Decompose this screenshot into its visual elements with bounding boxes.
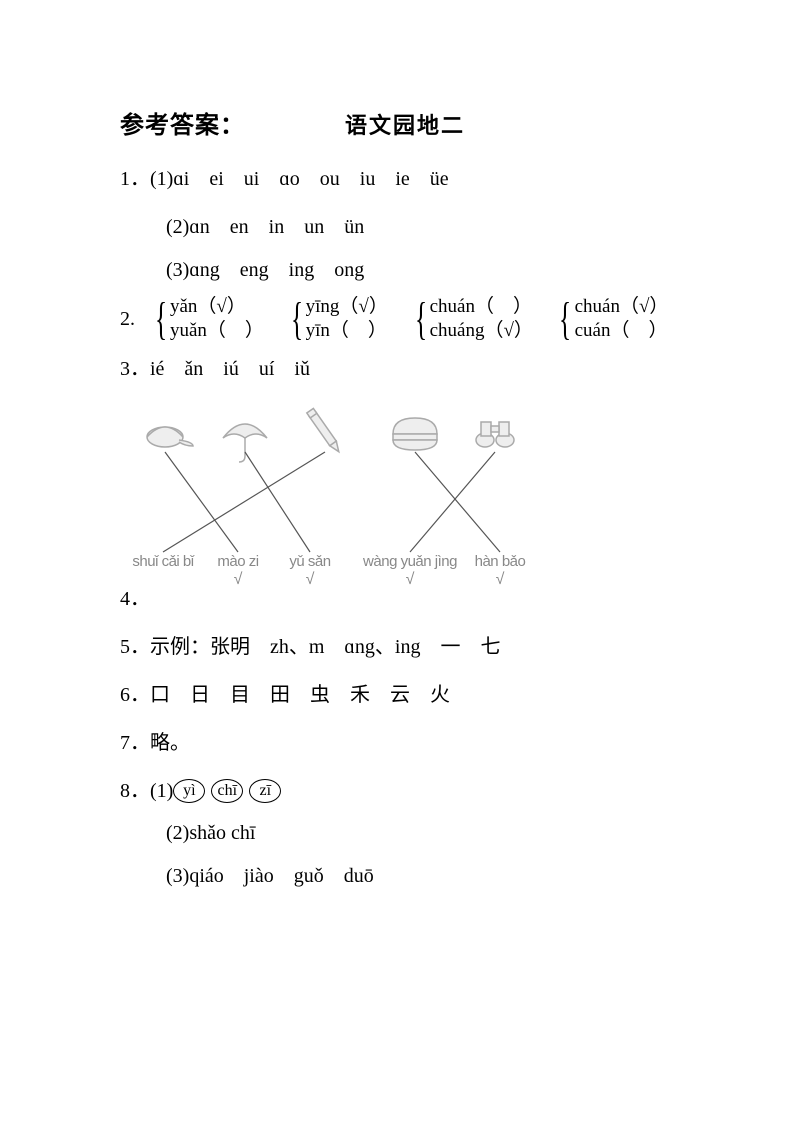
- page: 参考答案： 语文园地二 1．(1)ɑi ei ui ɑo ou iu ie üe…: [0, 0, 800, 888]
- svg-text:√: √: [234, 571, 243, 588]
- q4-labels: shuǐ cǎi bǐ mào zi yǔ sǎn wàng yuǎn jìng hàn…: [132, 553, 525, 570]
- svg-text:shuǐ cǎi bǐ: shuǐ cǎi bǐ: [132, 553, 194, 570]
- binoculars-icon: [476, 422, 514, 447]
- q5-text: 示例：张明 zh、m ɑng、ing 一 七: [150, 636, 500, 658]
- header: 参考答案： 语文园地二: [120, 105, 690, 140]
- q8-num: 8．: [120, 774, 150, 808]
- q2-3-bot: cuán（ ）: [575, 320, 668, 342]
- q2-pair-2: { chuán（ ） chuáng（√）: [410, 296, 533, 342]
- q4-num: 4．: [120, 582, 150, 616]
- brace-icon: {: [155, 296, 167, 342]
- q5-line: 5．示例：张明 zh、m ɑng、ing 一 七: [120, 630, 690, 664]
- svg-text:yǔ sǎn: yǔ sǎn: [289, 553, 330, 570]
- cap-icon: [147, 427, 193, 447]
- q2-2-top: chuán（ ）: [430, 296, 533, 318]
- q1-a: (1)ɑi ei ui ɑo ou iu ie üe: [150, 168, 449, 190]
- svg-text:wàng yuǎn jìng: wàng yuǎn jìng: [362, 553, 457, 570]
- q2-0-bot: yuǎn（ ）: [170, 320, 264, 342]
- q8-circle-0: yì: [173, 779, 205, 803]
- q1-line-b: (2)ɑn en in un ün: [120, 210, 690, 239]
- q2-pair-3: { chuán（√） cuán（ ）: [554, 296, 668, 342]
- q2-2-bot: chuáng（√）: [430, 320, 533, 342]
- burger-icon: [393, 418, 437, 450]
- q5-num: 5．: [120, 630, 150, 664]
- q4-diagram: shuǐ cǎi bǐ mào zi yǔ sǎn wàng yuǎn jìng hàn…: [120, 400, 570, 600]
- q2-1-bot: yīn（ ）: [306, 320, 388, 342]
- q3-num: 3．: [120, 352, 150, 386]
- svg-text:√: √: [496, 571, 505, 588]
- q1-num: 1．: [120, 162, 150, 196]
- q2-1-top: yīng（√）: [306, 296, 388, 318]
- q2-3-top: chuán（√）: [575, 296, 668, 318]
- brace-icon: {: [414, 296, 426, 342]
- q6-text: 口 日 目 田 虫 禾 云 火: [150, 684, 450, 706]
- header-center: 语文园地二: [345, 108, 465, 140]
- q8-circle-1: chī: [211, 779, 243, 803]
- brace-icon: {: [559, 296, 571, 342]
- q8-line-b: (2)shǎo chī: [120, 822, 690, 845]
- q2-num: 2.: [120, 308, 150, 331]
- umbrella-icon: [223, 424, 267, 462]
- q3-line: 3．ié ǎn iú uí iǔ: [120, 352, 690, 386]
- q4-lines: [163, 452, 500, 552]
- q1-line-c: (3)ɑng eng ing ong: [120, 253, 690, 282]
- header-left: 参考答案：: [120, 105, 245, 140]
- svg-text:hàn bǎo: hàn bǎo: [475, 553, 526, 570]
- q7-num: 7．: [120, 726, 150, 760]
- q7-text: 略。: [150, 732, 190, 754]
- q2-pair-0: { yǎn（√） yuǎn（ ）: [150, 296, 264, 342]
- q3-text: ié ǎn iú uí iǔ: [150, 358, 310, 380]
- pen-icon: [307, 408, 342, 454]
- svg-text:√: √: [306, 571, 315, 588]
- svg-text:mào zi: mào zi: [217, 553, 258, 570]
- q2-row: 2. { yǎn（√） yuǎn（ ） { yīng（√） yīn（ ） { c…: [120, 296, 690, 342]
- q8-line-a: 8． (1) yì chī zī: [120, 774, 690, 808]
- q1-line-a: 1．(1)ɑi ei ui ɑo ou iu ie üe: [120, 162, 690, 196]
- q8-circle-2: zī: [249, 779, 281, 803]
- svg-text:√: √: [406, 571, 415, 588]
- q6-line: 6．口 日 目 田 虫 禾 云 火: [120, 678, 690, 712]
- q8-a-prefix: (1): [150, 774, 173, 808]
- q2-0-top: yǎn（√）: [170, 296, 264, 318]
- q7-line: 7．略。: [120, 726, 690, 760]
- q8-line-c: (3)qiáo jiào guǒ duō: [120, 859, 690, 888]
- q2-pair-1: { yīng（√） yīn（ ）: [286, 296, 388, 342]
- q6-num: 6．: [120, 678, 150, 712]
- brace-icon: {: [291, 296, 303, 342]
